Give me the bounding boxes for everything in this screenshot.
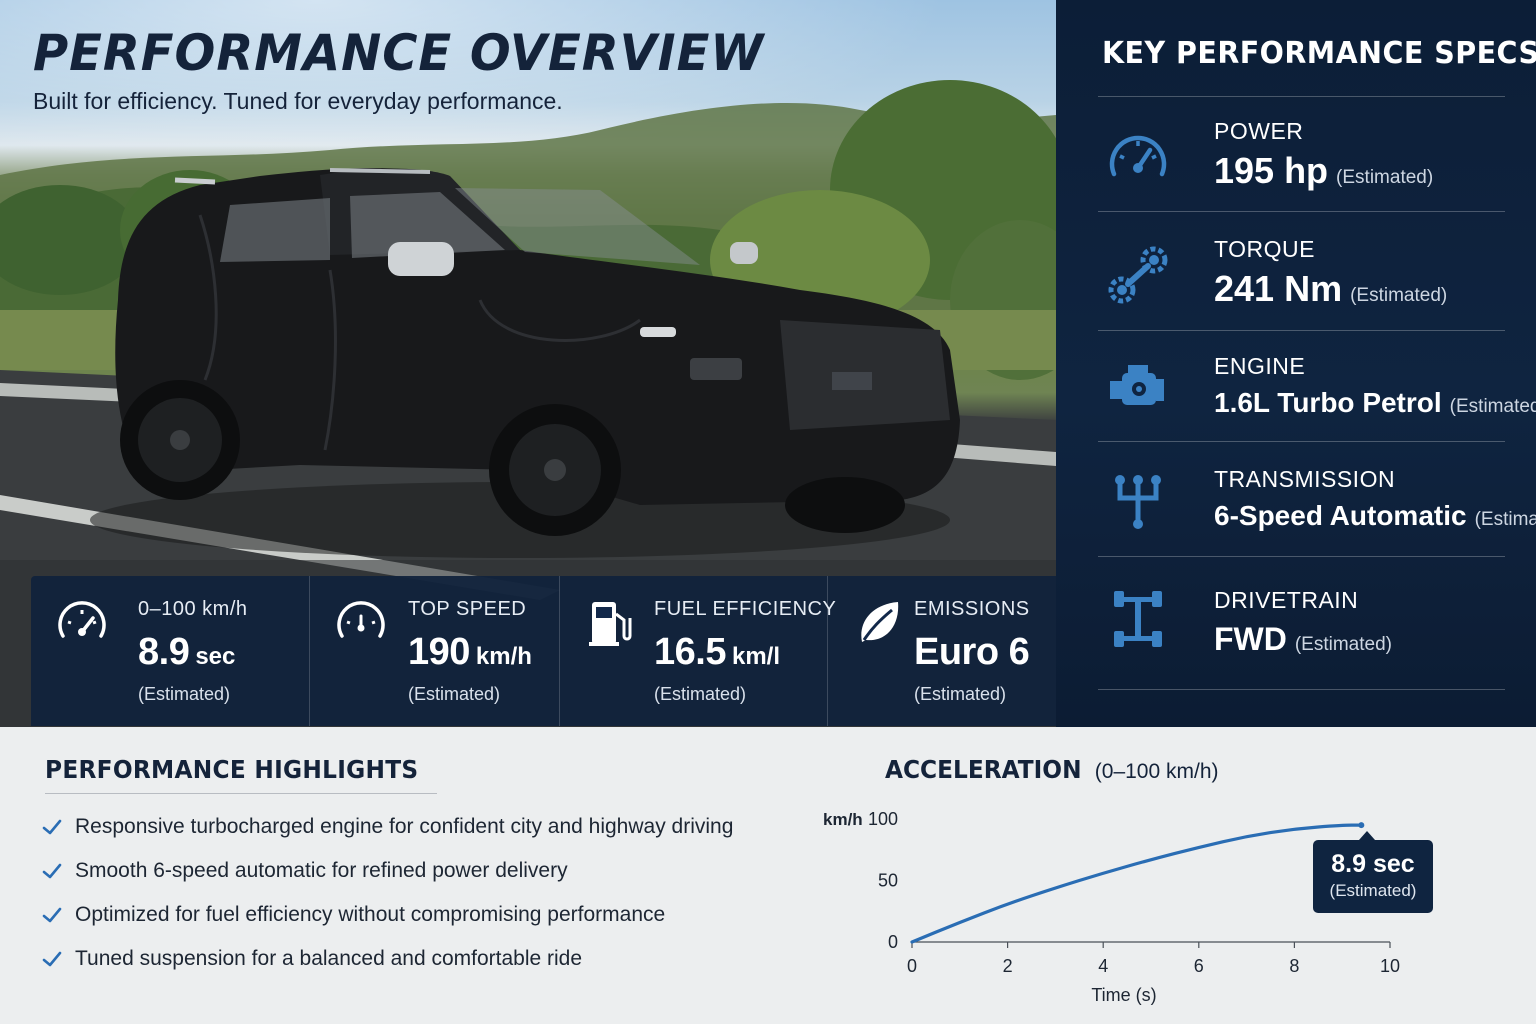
chart-series (910, 822, 1365, 944)
highlight-text: Tuned suspension for a balanced and comf… (75, 947, 583, 970)
gauge-icon (1109, 135, 1167, 177)
highlight-text: Smooth 6-speed automatic for refined pow… (75, 859, 568, 882)
page-title: PERFORMANCE OVERVIEW (33, 24, 765, 82)
x-tick-label: 4 (1098, 956, 1108, 976)
spec-value: FWD (Estimated) (1214, 621, 1392, 657)
highlights-title: PERFORMANCE HIGHLIGHTS (45, 755, 419, 784)
spec-row-drivetrain: DRIVETRAIN FWD (Estimated) (1098, 557, 1518, 689)
stat-value: 190 km/h (408, 631, 532, 673)
stat-label: TOP SPEED (408, 598, 527, 620)
list-item: Tuned suspension for a balanced and comf… (40, 937, 733, 981)
spec-label: ENGINE (1214, 353, 1306, 379)
spec-value: 195 hp (Estimated) (1214, 150, 1434, 191)
highlights-list: Responsive turbocharged engine for confi… (40, 805, 733, 981)
x-tick-label: 10 (1380, 956, 1400, 976)
list-item: Smooth 6-speed automatic for refined pow… (40, 849, 733, 893)
series-end-point (1358, 822, 1365, 829)
spec-label: TORQUE (1214, 236, 1315, 262)
drivetrain-icon (1114, 591, 1162, 647)
highlight-text: Responsive turbocharged engine for confi… (75, 815, 734, 838)
spec-value: 1.6L Turbo Petrol(Estimated) (1214, 387, 1536, 418)
acceleration-title: ACCELERATION (0–100 km/h) (885, 755, 1219, 784)
x-tick-label: 6 (1194, 956, 1204, 976)
top-speed-gauge-icon (337, 601, 385, 638)
list-item: Optimized for fuel efficiency without co… (40, 893, 733, 937)
list-item: Responsive turbocharged engine for confi… (40, 805, 733, 849)
divider (1098, 556, 1505, 557)
check-icon (42, 819, 62, 835)
x-axis-label: Time (s) (1091, 985, 1156, 1005)
spec-row-power: POWER 195 hp (Estimated) (1098, 96, 1518, 212)
page-subtitle: Built for efficiency. Tuned for everyday… (33, 88, 563, 114)
fuel-pump-icon (589, 602, 632, 646)
speedometer-icon (58, 601, 106, 638)
specs-title: KEY PERFORMANCE SPECS (1102, 36, 1536, 71)
bottom-section: PERFORMANCE HIGHLIGHTS Responsive turboc… (0, 727, 1536, 1024)
stat-note: (Estimated) (138, 684, 231, 704)
x-tick-label: 0 (907, 956, 917, 976)
engine-icon (1110, 365, 1164, 405)
chart-axes: km/h Time (s) (823, 810, 1390, 1005)
stat-note: (Estimated) (408, 684, 501, 704)
stat-card-acceleration: 0–100 km/h 8.9 sec (Estimated) (31, 576, 310, 726)
check-icon (42, 907, 62, 923)
tooltip-value: 8.9 sec (1331, 850, 1415, 878)
tooltip-note: (Estimated) (1329, 881, 1417, 900)
spec-value: 6-Speed Automatic(Estimated) (1214, 500, 1536, 531)
stat-card-fuel-efficiency: FUEL EFFICIENCY 16.5 km/l (Estimated) (560, 576, 836, 726)
gear-shift-icon (1115, 475, 1161, 529)
divider (1098, 689, 1505, 690)
spec-row-transmission: TRANSMISSION 6-Speed Automatic(Estimated… (1098, 442, 1536, 557)
stat-value: 16.5 km/l (654, 631, 780, 673)
divider (1098, 211, 1505, 212)
spec-value: 241 Nm (Estimated) (1214, 268, 1448, 309)
stat-label: FUEL EFFICIENCY (654, 598, 837, 620)
y-tick-label: 0 (888, 932, 898, 952)
spec-row-engine: ENGINE 1.6L Turbo Petrol(Estimated) (1098, 331, 1536, 441)
divider (45, 793, 437, 794)
suv-camouflaged-image (90, 168, 960, 558)
x-tick-label: 8 (1289, 956, 1299, 976)
gear-link-icon (1108, 246, 1168, 304)
stat-label: 0–100 km/h (138, 598, 248, 620)
stat-card-top-speed: TOP SPEED 190 km/h (Estimated) (310, 576, 560, 726)
key-specs-panel: KEY PERFORMANCE SPECS POWER 195 hp (Estim… (1056, 0, 1536, 727)
stat-note: (Estimated) (914, 684, 1007, 704)
divider (1098, 441, 1505, 442)
series-line (910, 823, 1363, 944)
acceleration-tooltip: 8.9 sec (Estimated) (1313, 831, 1433, 913)
spec-label: POWER (1214, 118, 1304, 144)
divider (1098, 330, 1505, 331)
spec-label: TRANSMISSION (1214, 466, 1396, 492)
stat-note: (Estimated) (654, 684, 747, 704)
x-tick-label: 2 (1003, 956, 1013, 976)
leaf-icon (861, 602, 899, 642)
spec-row-torque: TORQUE 241 Nm (Estimated) (1098, 212, 1518, 330)
stat-label: EMISSIONS (914, 598, 1030, 620)
y-axis-label: km/h (823, 810, 863, 829)
hero-banner: PERFORMANCE OVERVIEW Built for efficienc… (0, 0, 1056, 727)
stat-strip: 0–100 km/h 8.9 sec (Estimated) TOP SPEED … (31, 576, 1056, 726)
highlight-text: Optimized for fuel efficiency without co… (75, 903, 666, 926)
y-tick-label: 50 (878, 871, 898, 891)
stat-card-emissions: EMISSIONS Euro 6 (Estimated) (828, 576, 1056, 726)
check-icon (42, 951, 62, 967)
y-tick-label: 100 (868, 809, 898, 829)
stat-value: Euro 6 (914, 631, 1030, 673)
check-icon (42, 863, 62, 879)
stat-value: 8.9 sec (138, 631, 236, 673)
divider (1098, 96, 1505, 97)
spec-label: DRIVETRAIN (1214, 587, 1359, 613)
